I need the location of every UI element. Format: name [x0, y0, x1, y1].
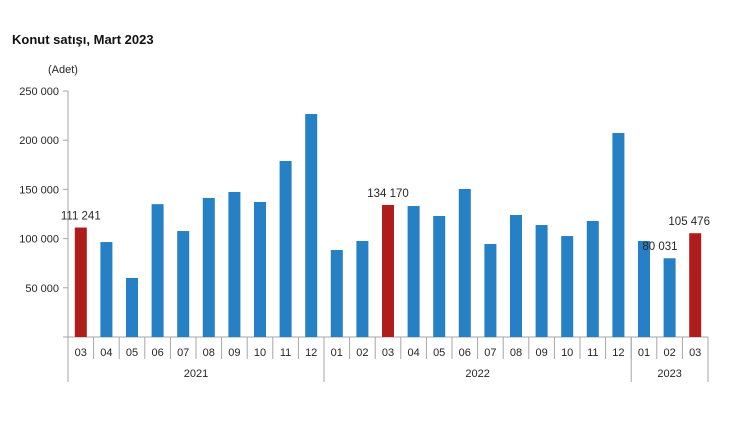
bar: [228, 191, 241, 337]
data-label: 105 476: [668, 216, 710, 228]
x-tick-label: 06: [151, 347, 163, 359]
group-label: 2021: [184, 368, 208, 380]
y-axis-label: (Adet): [48, 64, 78, 76]
x-tick-label: 04: [407, 347, 419, 359]
bar: [458, 189, 471, 337]
bar: [177, 231, 190, 337]
x-tick-label: 05: [433, 347, 445, 359]
x-tick-label: 04: [100, 347, 112, 359]
x-tick-label: 05: [126, 347, 138, 359]
group-label: 2022: [465, 368, 489, 380]
x-tick-label: 02: [356, 347, 368, 359]
x-tick-label: 02: [663, 347, 675, 359]
x-tick-label: 09: [228, 347, 240, 359]
y-tick-label: 200 000: [19, 135, 59, 147]
bar: [126, 277, 138, 337]
bar: [510, 214, 522, 337]
data-label: 111 241: [61, 211, 101, 223]
bar: [305, 114, 318, 337]
bar: [561, 236, 574, 337]
bar: [663, 258, 676, 337]
bar: [202, 197, 215, 337]
x-tick-label: 08: [203, 347, 215, 359]
y-tick-label: 150 000: [19, 184, 59, 196]
bar: [433, 215, 446, 337]
bar: [254, 201, 266, 337]
bar: [356, 240, 369, 337]
bar: [100, 242, 113, 337]
bar-highlight: [689, 233, 702, 337]
x-tick-label: 03: [382, 347, 394, 359]
bar: [407, 206, 420, 337]
x-tick-label: 09: [535, 347, 547, 359]
x-tick-label: 03: [689, 347, 701, 359]
data-label: 134 170: [367, 188, 409, 200]
y-tick-label: 50 000: [25, 283, 59, 295]
x-tick-label: 03: [75, 347, 87, 359]
bar: [279, 160, 292, 337]
x-tick-label: 10: [254, 347, 266, 359]
x-tick-label: 12: [305, 347, 317, 359]
x-tick-label: 01: [638, 347, 650, 359]
y-tick-label: 100 000: [19, 234, 59, 246]
bar: [151, 204, 164, 337]
bar-highlight: [382, 204, 394, 337]
chart-title: Konut satışı, Mart 2023: [12, 32, 154, 47]
bar: [638, 240, 650, 337]
x-tick-label: 08: [510, 347, 522, 359]
y-tick-label: 250 000: [19, 86, 59, 98]
bar-highlight: [74, 227, 87, 337]
bar: [535, 225, 548, 337]
data-label: 80 031: [642, 241, 677, 253]
x-tick-label: 07: [177, 347, 189, 359]
bar: [330, 250, 343, 337]
x-tick-label: 06: [459, 347, 471, 359]
x-tick-label: 10: [561, 347, 573, 359]
group-label: 2023: [657, 368, 681, 380]
bar: [586, 220, 599, 337]
x-tick-label: 11: [280, 347, 291, 359]
bar: [612, 133, 625, 337]
x-tick-label: 01: [331, 347, 343, 359]
x-tick-label: 07: [484, 347, 496, 359]
x-tick-label: 11: [587, 347, 598, 359]
bar: [484, 244, 497, 337]
x-tick-label: 12: [612, 347, 624, 359]
